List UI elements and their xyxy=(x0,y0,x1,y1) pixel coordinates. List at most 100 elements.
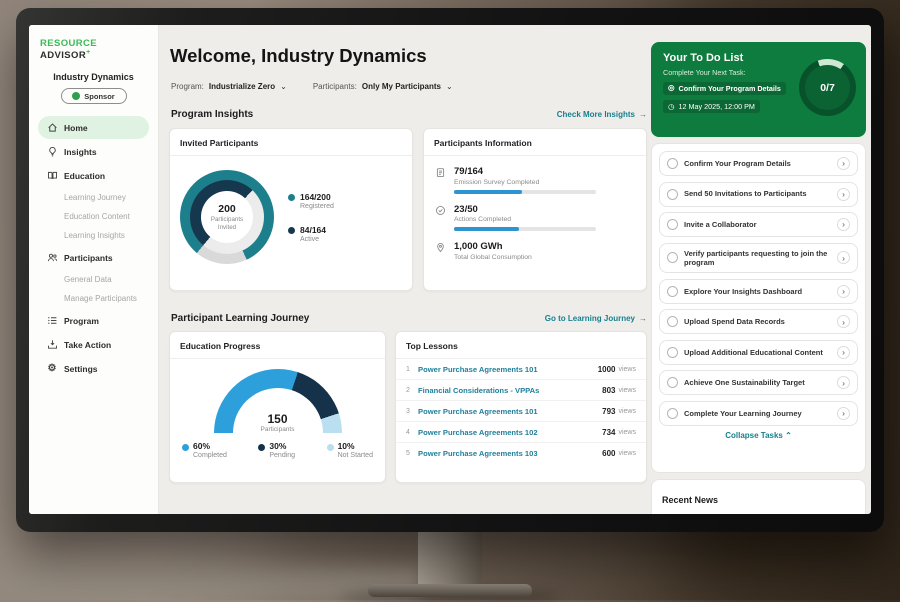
task-checkbox[interactable] xyxy=(667,316,678,328)
chevron-right-icon[interactable]: › xyxy=(837,406,850,420)
lesson-link[interactable]: Power Purchase Agreements 103 xyxy=(418,448,538,458)
check-more-insights-link[interactable]: Check More Insights → xyxy=(557,110,647,119)
task-checkbox[interactable] xyxy=(667,158,678,169)
chevron-right-icon[interactable]: › xyxy=(837,376,850,390)
lesson-link[interactable]: Power Purchase Agreements 101 xyxy=(418,406,538,416)
program-dropdown[interactable]: Program: Industrialize Zero ⌄ xyxy=(171,82,287,91)
gauge-center-value: 150 xyxy=(267,412,288,426)
task-checkbox[interactable] xyxy=(667,252,678,264)
task-checkbox[interactable] xyxy=(667,219,678,230)
monitor-stand-base xyxy=(368,584,532,597)
recent-news-title: Recent News xyxy=(662,495,719,505)
collapse-label: Collapse Tasks xyxy=(725,431,783,441)
education-progress-card: Education Progress 150 Participants 60% … xyxy=(169,331,386,483)
chevron-right-icon[interactable]: › xyxy=(837,157,850,170)
task-label: Send 50 Invitations to Participants xyxy=(684,189,807,199)
section-title: Participant Learning Journey xyxy=(171,313,310,324)
task-checkbox[interactable] xyxy=(667,285,678,297)
gear-icon: ⚙ xyxy=(47,362,57,374)
next-task-label: Confirm Your Program Details xyxy=(678,83,781,93)
lesson-row: 1 Power Purchase Agreements 101 1000 vie… xyxy=(396,359,646,380)
task-label: Verify participants requesting to join t… xyxy=(684,248,828,267)
legend-dot xyxy=(182,443,189,451)
chevron-right-icon[interactable]: › xyxy=(837,284,850,298)
lesson-link[interactable]: Financial Considerations - VPPAs xyxy=(418,385,540,395)
monitor-bezel: RESOURCE ADVISOR+ Industry Dynamics Spon… xyxy=(16,8,884,532)
sidebar-item-label: Education xyxy=(64,170,106,181)
lesson-views: 803 xyxy=(602,385,616,395)
lesson-rank: 3 xyxy=(406,407,410,415)
lesson-link[interactable]: Power Purchase Agreements 101 xyxy=(418,364,538,374)
stat-value: 23/50 xyxy=(454,203,478,215)
lesson-link[interactable]: Power Purchase Agreements 102 xyxy=(418,427,538,437)
task-row[interactable]: Verify participants requesting to join t… xyxy=(659,242,858,274)
screen: RESOURCE ADVISOR+ Industry Dynamics Spon… xyxy=(29,25,871,514)
lesson-views: 734 xyxy=(602,427,616,437)
task-checkbox[interactable] xyxy=(667,377,678,389)
stat-global-consumption: 1,000 GWh Total Global Consumption xyxy=(434,241,636,265)
legend-value: 60% xyxy=(193,441,211,451)
lesson-views-label: views xyxy=(618,407,636,415)
chevron-right-icon[interactable]: › xyxy=(837,218,850,231)
legend-label: Registered xyxy=(300,202,334,210)
sidebar-item-label: Settings xyxy=(64,363,98,374)
sidebar-item-program[interactable]: Program xyxy=(38,309,149,332)
task-row[interactable]: Send 50 Invitations to Participants › xyxy=(659,181,858,207)
task-row[interactable]: Complete Your Learning Journey › xyxy=(659,400,858,426)
task-checkbox[interactable] xyxy=(667,407,678,419)
participants-dropdown[interactable]: Participants: Only My Participants ⌄ xyxy=(313,82,453,91)
list-icon xyxy=(46,315,58,327)
collapse-tasks-link[interactable]: Collapse Tasks ⌃ xyxy=(659,431,858,440)
legend-registered: 164/200 Registered xyxy=(288,192,334,210)
sidebar-item-home[interactable]: Home xyxy=(38,116,149,140)
task-label: Achieve One Sustainability Target xyxy=(684,378,805,388)
sidebar-item-education-content[interactable]: Education Content xyxy=(64,212,130,222)
org-name: Industry Dynamics xyxy=(53,72,134,83)
sidebar-item-label: Home xyxy=(64,122,88,133)
sidebar-item-participants[interactable]: Participants xyxy=(38,246,149,269)
chevron-up-icon: ⌃ xyxy=(785,431,792,441)
chevron-right-icon[interactable]: › xyxy=(837,187,850,201)
chevron-right-icon[interactable]: › xyxy=(837,345,850,359)
task-row[interactable]: Upload Additional Educational Content › xyxy=(659,339,858,365)
sidebar-item-settings[interactable]: ⚙ Settings xyxy=(38,357,149,380)
task-checkbox[interactable] xyxy=(667,188,678,200)
legend-dot xyxy=(326,443,334,451)
participants-value: Only My Participants xyxy=(361,82,442,91)
sponsor-label: Sponsor xyxy=(84,91,115,101)
task-row[interactable]: Confirm Your Program Details › xyxy=(659,151,858,176)
task-row[interactable]: Upload Spend Data Records › xyxy=(659,309,858,335)
book-icon xyxy=(46,170,58,182)
sidebar-item-general-data[interactable]: General Data xyxy=(64,275,112,285)
sidebar-item-learning-insights[interactable]: Learning Insights xyxy=(64,231,125,241)
legend-value: 84/164 xyxy=(300,224,326,235)
donut-center-label: Participants Invited xyxy=(210,215,244,231)
chevron-down-icon: ⌄ xyxy=(446,81,453,91)
sidebar-item-take-action[interactable]: Take Action xyxy=(38,333,149,356)
card-title: Top Lessons xyxy=(396,332,646,359)
chevron-right-icon[interactable]: › xyxy=(837,251,850,265)
task-row[interactable]: Explore Your Insights Dashboard › xyxy=(659,278,858,304)
task-row[interactable]: Achieve One Sustainability Target › xyxy=(659,370,858,396)
invited-donut-chart: 200 Participants Invited xyxy=(180,170,274,264)
stat-actions-completed: 23/50 Actions Completed xyxy=(434,203,636,231)
sidebar-item-insights[interactable]: Insights xyxy=(38,140,149,163)
sidebar-item-education[interactable]: Education xyxy=(38,164,149,187)
legend-value: 164/200 xyxy=(300,191,331,202)
sidebar-item-label: Take Action xyxy=(64,339,112,350)
task-label: Explore Your Insights Dashboard xyxy=(684,286,803,296)
clock-icon: ◷ xyxy=(668,101,675,111)
stat-label: Total Global Consumption xyxy=(454,253,532,261)
next-task-time: 12 May 2025, 12:00 PM xyxy=(678,101,755,111)
task-checkbox[interactable] xyxy=(667,346,678,358)
sidebar-item-manage-participants[interactable]: Manage Participants xyxy=(64,294,137,304)
background-desk xyxy=(0,566,420,600)
logo-primary: RESOURCE xyxy=(40,38,98,49)
lesson-views: 600 xyxy=(602,448,616,458)
chevron-right-icon[interactable]: › xyxy=(837,315,850,329)
legend-value: 30% xyxy=(269,441,287,451)
go-to-learning-journey-link[interactable]: Go to Learning Journey → xyxy=(545,314,647,323)
task-row[interactable]: Invite a Collaborator › xyxy=(659,212,858,237)
lesson-views-label: views xyxy=(618,428,636,436)
sidebar-item-learning-journey[interactable]: Learning Journey xyxy=(64,193,126,203)
